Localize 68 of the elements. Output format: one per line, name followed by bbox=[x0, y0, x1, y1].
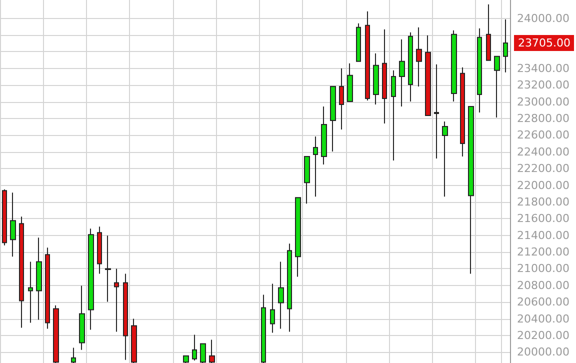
y-tick-label: 20600.00 bbox=[517, 296, 570, 309]
candlestick bbox=[408, 32, 413, 102]
candlestick bbox=[339, 68, 344, 130]
y-tick-label: 21400.00 bbox=[517, 228, 570, 242]
candlestick bbox=[373, 52, 379, 105]
candlestick bbox=[347, 62, 353, 102]
y-tick-label: 22000.00 bbox=[517, 178, 570, 192]
candlestick bbox=[278, 261, 284, 330]
candlestick bbox=[123, 273, 128, 360]
candlestick bbox=[261, 294, 266, 363]
candlestick bbox=[36, 237, 42, 320]
y-tick-label: 22200.00 bbox=[517, 162, 570, 176]
candlestick bbox=[321, 106, 327, 166]
y-tick-label: 20400.00 bbox=[517, 312, 570, 326]
candlestick bbox=[477, 28, 482, 113]
y-tick-label: 20000.00 bbox=[517, 346, 570, 359]
y-tick-label: 23000.00 bbox=[517, 95, 570, 108]
candlestick bbox=[2, 188, 7, 246]
candlestick bbox=[19, 216, 24, 328]
candlestick bbox=[88, 228, 94, 330]
text: 23705.00 bbox=[518, 36, 570, 50]
candlestick bbox=[425, 34, 431, 116]
candlestick bbox=[434, 64, 439, 160]
y-tick-label: 21600.00 bbox=[517, 212, 570, 226]
candlestick bbox=[183, 354, 189, 363]
candlestick bbox=[71, 347, 76, 363]
y-tick-label: 22800.00 bbox=[517, 112, 570, 125]
candlestick bbox=[28, 261, 33, 324]
candlestick bbox=[10, 192, 16, 258]
y-tick-label: 24000.00 bbox=[517, 12, 570, 25]
y-tick-label: 21200.00 bbox=[517, 246, 570, 259]
y-tick-label: 22600.00 bbox=[517, 128, 570, 142]
candlestick bbox=[287, 243, 292, 332]
candlestick bbox=[382, 28, 387, 124]
y-tick-label: 20800.00 bbox=[517, 278, 570, 292]
candlestick bbox=[295, 197, 301, 278]
candlestick bbox=[313, 136, 318, 198]
candlestick bbox=[399, 38, 405, 107]
candlestick bbox=[365, 10, 370, 101]
y-tick-label: 23200.00 bbox=[517, 78, 570, 92]
candlestick bbox=[192, 334, 197, 361]
y-tick-label: 20200.00 bbox=[517, 328, 570, 342]
candlestick bbox=[451, 30, 457, 102]
candlestick bbox=[270, 283, 275, 334]
candlestick bbox=[53, 304, 59, 363]
candlestick bbox=[442, 121, 448, 198]
candlestick bbox=[97, 226, 102, 274]
y-tick-label: 21800.00 bbox=[517, 195, 570, 208]
candlestick bbox=[330, 86, 336, 152]
candlestick bbox=[209, 339, 215, 363]
candlestick bbox=[200, 343, 206, 363]
candlestick bbox=[391, 70, 396, 162]
candlestick bbox=[131, 318, 137, 363]
candlestick bbox=[486, 4, 491, 61]
candlestick bbox=[356, 22, 361, 62]
candlestick bbox=[494, 56, 500, 118]
y-tick-label: 22400.00 bbox=[517, 145, 570, 158]
candlestick bbox=[79, 285, 85, 350]
candlestick bbox=[468, 106, 474, 274]
candlestick bbox=[304, 156, 310, 204]
candlestick bbox=[114, 268, 119, 332]
y-tick-label: 21000.00 bbox=[517, 262, 570, 276]
y-tick-label: 23400.00 bbox=[517, 62, 570, 75]
candlestick bbox=[105, 235, 111, 302]
candlestick bbox=[503, 18, 508, 73]
candlestick bbox=[460, 66, 465, 158]
candlestick bbox=[416, 26, 422, 87]
candlestick bbox=[45, 247, 50, 330]
